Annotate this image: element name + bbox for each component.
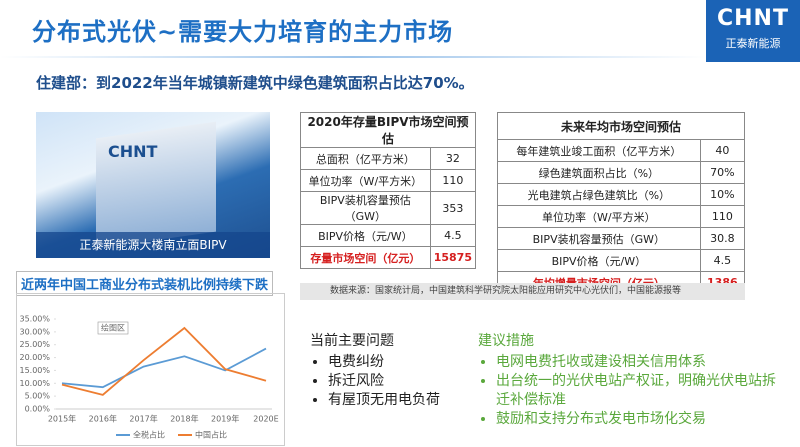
cell-label: 存量市场空间（亿元）	[300, 246, 431, 269]
y-tick-label: 5.00%	[25, 392, 51, 401]
cell-value: 15875	[429, 246, 477, 269]
plot-frame	[16, 293, 285, 446]
bullet-item: 拆迁风险	[328, 372, 440, 391]
chart-title: 近两年中国工商业分布式装机比例持续下跌	[16, 271, 274, 296]
source: 数据来源：国家统计局，中国建筑科学研究院太阳能应用研究中心光伏们，中国能源报等	[300, 283, 745, 300]
annotation: 绘图区	[101, 323, 125, 333]
cell-value: 4.5	[699, 249, 746, 272]
header-row: 2020年存量BIPV市场空间预估	[300, 112, 476, 148]
bullet-item: 鼓励和支持分布式发电市场化交易	[496, 410, 778, 429]
cell-label: BIPV装机容量预估（GW）	[497, 227, 701, 250]
annotation-box	[97, 321, 129, 335]
x-tick-label: 2020E	[253, 415, 278, 424]
logo: CHNT 正泰新能源	[706, 0, 800, 62]
x-tick-label: 2018年	[170, 414, 198, 424]
x-tick-label: 2015年	[48, 414, 76, 424]
bullet-list: 电费纠纷拆迁风险有屋顶无用电负荷	[310, 353, 440, 410]
cell-label: BIPV装机容量预估（GW）	[300, 191, 431, 225]
logo-mark: CHNT	[717, 6, 789, 31]
cell-value: 10%	[699, 183, 746, 206]
list-heading: 建议措施	[478, 333, 534, 349]
table-row: 总面积（亿平方米） 32	[300, 147, 477, 170]
cell-value: 30.8	[699, 227, 746, 250]
y-tick-label: 25.00%	[19, 340, 50, 349]
y-tick-label: 15.00%	[19, 366, 50, 375]
title: 分布式光伏~需要大力培育的主力市场	[32, 18, 454, 46]
y-tick-label: 35.00%	[19, 315, 50, 324]
table-row: 绿色建筑面积占比（%） 70%	[497, 161, 746, 184]
subtitle: 住建部：到2022年当年城镇新建筑中绿色建筑面积占比达70%。	[36, 74, 474, 92]
table-row: BIPV装机容量预估（GW） 30.8	[497, 227, 746, 250]
table-row: 光电建筑占绿色建筑比（%） 10%	[497, 183, 746, 206]
bullet-list: 电网电费托收或建设相关信用体系出台统一的光伏电站产权证，明确光伏电站拆迁补偿标准…	[478, 353, 778, 429]
table-row: BIPV价格（元/W） 4.5	[497, 249, 746, 272]
header-row: 未来年均市场空间预估	[497, 112, 745, 140]
list-heading: 当前主要问题	[310, 333, 394, 349]
x-tick-label: 2019年	[211, 414, 239, 424]
chart: 0.00% 5.00% 10.00% 15.00% 20.00% 25.00% 30.00%…	[16, 293, 285, 446]
suggestions: 建议措施电网电费托收或建设相关信用体系出台统一的光伏电站产权证，明确光伏电站拆迁…	[478, 332, 778, 429]
y-tick-label: 0.00%	[25, 405, 51, 414]
table-row: 每年建筑业竣工面积（亿平方米） 40	[497, 139, 746, 162]
table-row: BIPV价格（元/W） 4.5	[300, 224, 477, 247]
bullet-item: 有屋顶无用电负荷	[328, 391, 440, 410]
table-header: 2020年存量BIPV市场空间预估	[300, 112, 476, 148]
legend-label: 全税占比	[133, 430, 165, 440]
cell-value: 4.5	[429, 224, 477, 247]
series-line	[61, 347, 267, 389]
x-tick-label: 2017年	[129, 414, 157, 424]
table-row: BIPV装机容量预估（GW） 353	[300, 191, 477, 225]
cell-value: 353	[429, 191, 477, 225]
cell-label: 单位功率（W/平方米）	[497, 205, 701, 228]
series-line	[61, 326, 267, 396]
cell-value: 32	[429, 147, 477, 170]
cell-label: BIPV价格（元/W）	[300, 224, 431, 247]
cell-label: 总面积（亿平方米）	[300, 147, 431, 170]
logo-name: 正泰新能源	[725, 37, 781, 50]
cell-value: 110	[429, 169, 477, 192]
cell-label: BIPV价格（元/W）	[497, 249, 701, 272]
cell-value: 110	[699, 205, 746, 228]
photo: CHNT 正泰新能源大楼南立面BIPV	[36, 112, 270, 258]
cell-value: 40	[699, 139, 746, 162]
caption: 正泰新能源大楼南立面BIPV	[36, 232, 270, 258]
building	[96, 121, 216, 249]
cell-value: 70%	[699, 161, 746, 184]
cell-label: 光电建筑占绿色建筑比（%）	[497, 183, 701, 206]
y-tick-label: 10.00%	[19, 379, 50, 388]
legend-label: 中国占比	[195, 430, 227, 440]
issues: 当前主要问题电费纠纷拆迁风险有屋顶无用电负荷	[310, 332, 440, 410]
bullet-item: 电费纠纷	[328, 353, 440, 372]
x-tick-label: 2016年	[89, 414, 117, 424]
table-row: 存量市场空间（亿元） 15875	[300, 246, 477, 269]
cell-label: 单位功率（W/平方米）	[300, 169, 431, 192]
table-row: 单位功率（W/平方米） 110	[300, 169, 477, 192]
y-tick-label: 20.00%	[19, 353, 50, 362]
table: 2020年存量BIPV市场空间预估 总面积（亿平方米） 32 单位功率（W/平方米） 1…	[300, 112, 477, 269]
table: 未来年均市场空间预估 每年建筑业竣工面积（亿平方米） 40 绿色建筑面积占比（%） 70…	[497, 112, 746, 294]
table-row: 单位功率（W/平方米） 110	[497, 205, 746, 228]
table-header: 未来年均市场空间预估	[497, 112, 745, 140]
y-tick-label: 30.00%	[19, 327, 50, 336]
cell-label: 绿色建筑面积占比（%）	[497, 161, 701, 184]
bullet-item: 出台统一的光伏电站产权证，明确光伏电站拆迁补偿标准	[496, 372, 778, 410]
bullet-item: 电网电费托收或建设相关信用体系	[496, 353, 778, 372]
building-logo: CHNT	[108, 142, 158, 161]
cell-label: 每年建筑业竣工面积（亿平方米）	[497, 139, 701, 162]
divider	[0, 56, 706, 58]
